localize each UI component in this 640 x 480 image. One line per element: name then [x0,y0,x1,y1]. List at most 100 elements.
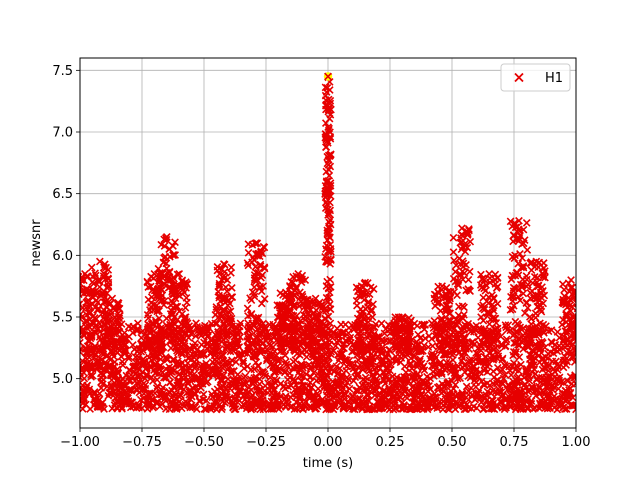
data-point-h1 [266,382,274,391]
data-point-h1 [255,284,264,293]
data-point-h1 [216,323,224,332]
data-point-h1 [99,350,108,359]
data-point-h1 [125,385,134,394]
data-point-h1 [251,262,260,271]
data-point-h1 [213,369,221,378]
data-point-h1 [323,258,332,266]
data-point-h1 [345,360,354,369]
data-point-h1 [508,305,517,314]
data-point-h1 [197,371,205,380]
data-point-h1 [480,275,489,284]
data-point-h1 [87,372,95,381]
data-point-h1 [497,388,506,397]
data-point-h1 [325,230,333,238]
data-point-h1 [516,280,525,289]
data-point-h1 [184,379,192,388]
data-point-h1 [92,321,101,329]
data-point-h1 [513,338,522,347]
data-point-h1 [310,309,318,317]
data-point-h1 [377,319,386,328]
data-point-h1 [293,404,301,413]
data-point-h1 [396,393,405,402]
data-point-h1 [477,346,485,355]
data-point-h1 [568,352,576,360]
data-point-h1 [349,405,357,413]
data-point-h1 [373,381,382,390]
data-point-h1 [369,358,378,366]
data-point-h1 [155,282,163,291]
data-point-h1 [573,304,576,313]
data-point-h1 [277,392,285,401]
data-point-h1 [483,387,492,396]
data-point-h1 [155,274,164,283]
data-point-h1 [465,267,474,276]
data-point-h1 [195,397,204,406]
data-point-h1 [175,269,184,278]
data-point-h1 [283,362,292,371]
data-point-h1 [286,345,295,353]
data-point-h1 [216,383,225,392]
data-point-h1 [562,318,571,327]
data-point-h1 [215,281,224,290]
data-point-h1 [561,386,570,395]
data-point-h1 [166,301,175,309]
data-point-h1 [356,290,365,299]
data-point-h1 [431,360,440,369]
data-point-h1 [242,391,251,400]
data-point-h1 [322,293,331,302]
data-point-h1 [372,363,381,372]
data-point-h1 [154,264,163,273]
data-point-h1 [478,275,487,284]
data-point-h1 [90,388,99,396]
data-point-h1 [300,381,309,390]
data-point-h1 [175,370,184,378]
data-point-h1 [172,302,180,311]
data-point-h1 [155,320,163,329]
data-point-h1 [147,299,156,307]
data-point-h1 [107,307,115,316]
data-point-h1 [367,405,376,413]
data-point-h1 [153,307,162,316]
data-point-h1 [397,374,406,383]
data-point-h1 [418,320,426,329]
data-point-h1 [146,334,154,343]
data-point-h1 [504,321,513,329]
data-point-h1 [158,386,166,395]
x-tick-label: 0.75 [500,435,529,450]
data-point-h1 [394,386,403,395]
data-point-h1 [216,302,225,311]
data-point-h1 [548,339,556,347]
data-point-h1 [160,254,168,262]
data-point-h1 [553,328,562,336]
data-point-h1 [498,355,507,364]
data-point-h1 [402,368,410,377]
data-point-h1 [210,387,219,396]
data-point-h1 [367,344,376,353]
data-point-h1 [199,390,208,399]
data-point-h1 [364,297,373,306]
data-point-h1 [170,289,179,298]
data-point-h1 [171,399,180,408]
data-point-h1 [322,88,331,96]
data-point-h1 [88,318,96,327]
data-point-h1 [274,355,283,364]
data-point-h1 [341,320,350,329]
data-point-h1 [291,301,300,309]
data-point-h1 [106,362,115,371]
data-point-h1 [135,403,143,412]
data-point-h1 [507,275,516,284]
data-point-h1 [490,314,499,323]
data-point-h1 [326,181,335,190]
data-point-h1 [173,302,182,311]
data-point-h1 [364,364,373,373]
data-point-h1 [406,326,415,335]
data-point-h1 [162,232,171,241]
data-point-h1 [221,313,230,322]
data-point-h1 [224,375,232,383]
data-point-h1 [513,374,521,383]
data-point-h1 [88,289,97,298]
data-point-h1 [281,358,290,366]
data-point-h1 [95,257,104,266]
data-point-h1 [355,333,364,341]
data-point-h1 [144,341,153,350]
